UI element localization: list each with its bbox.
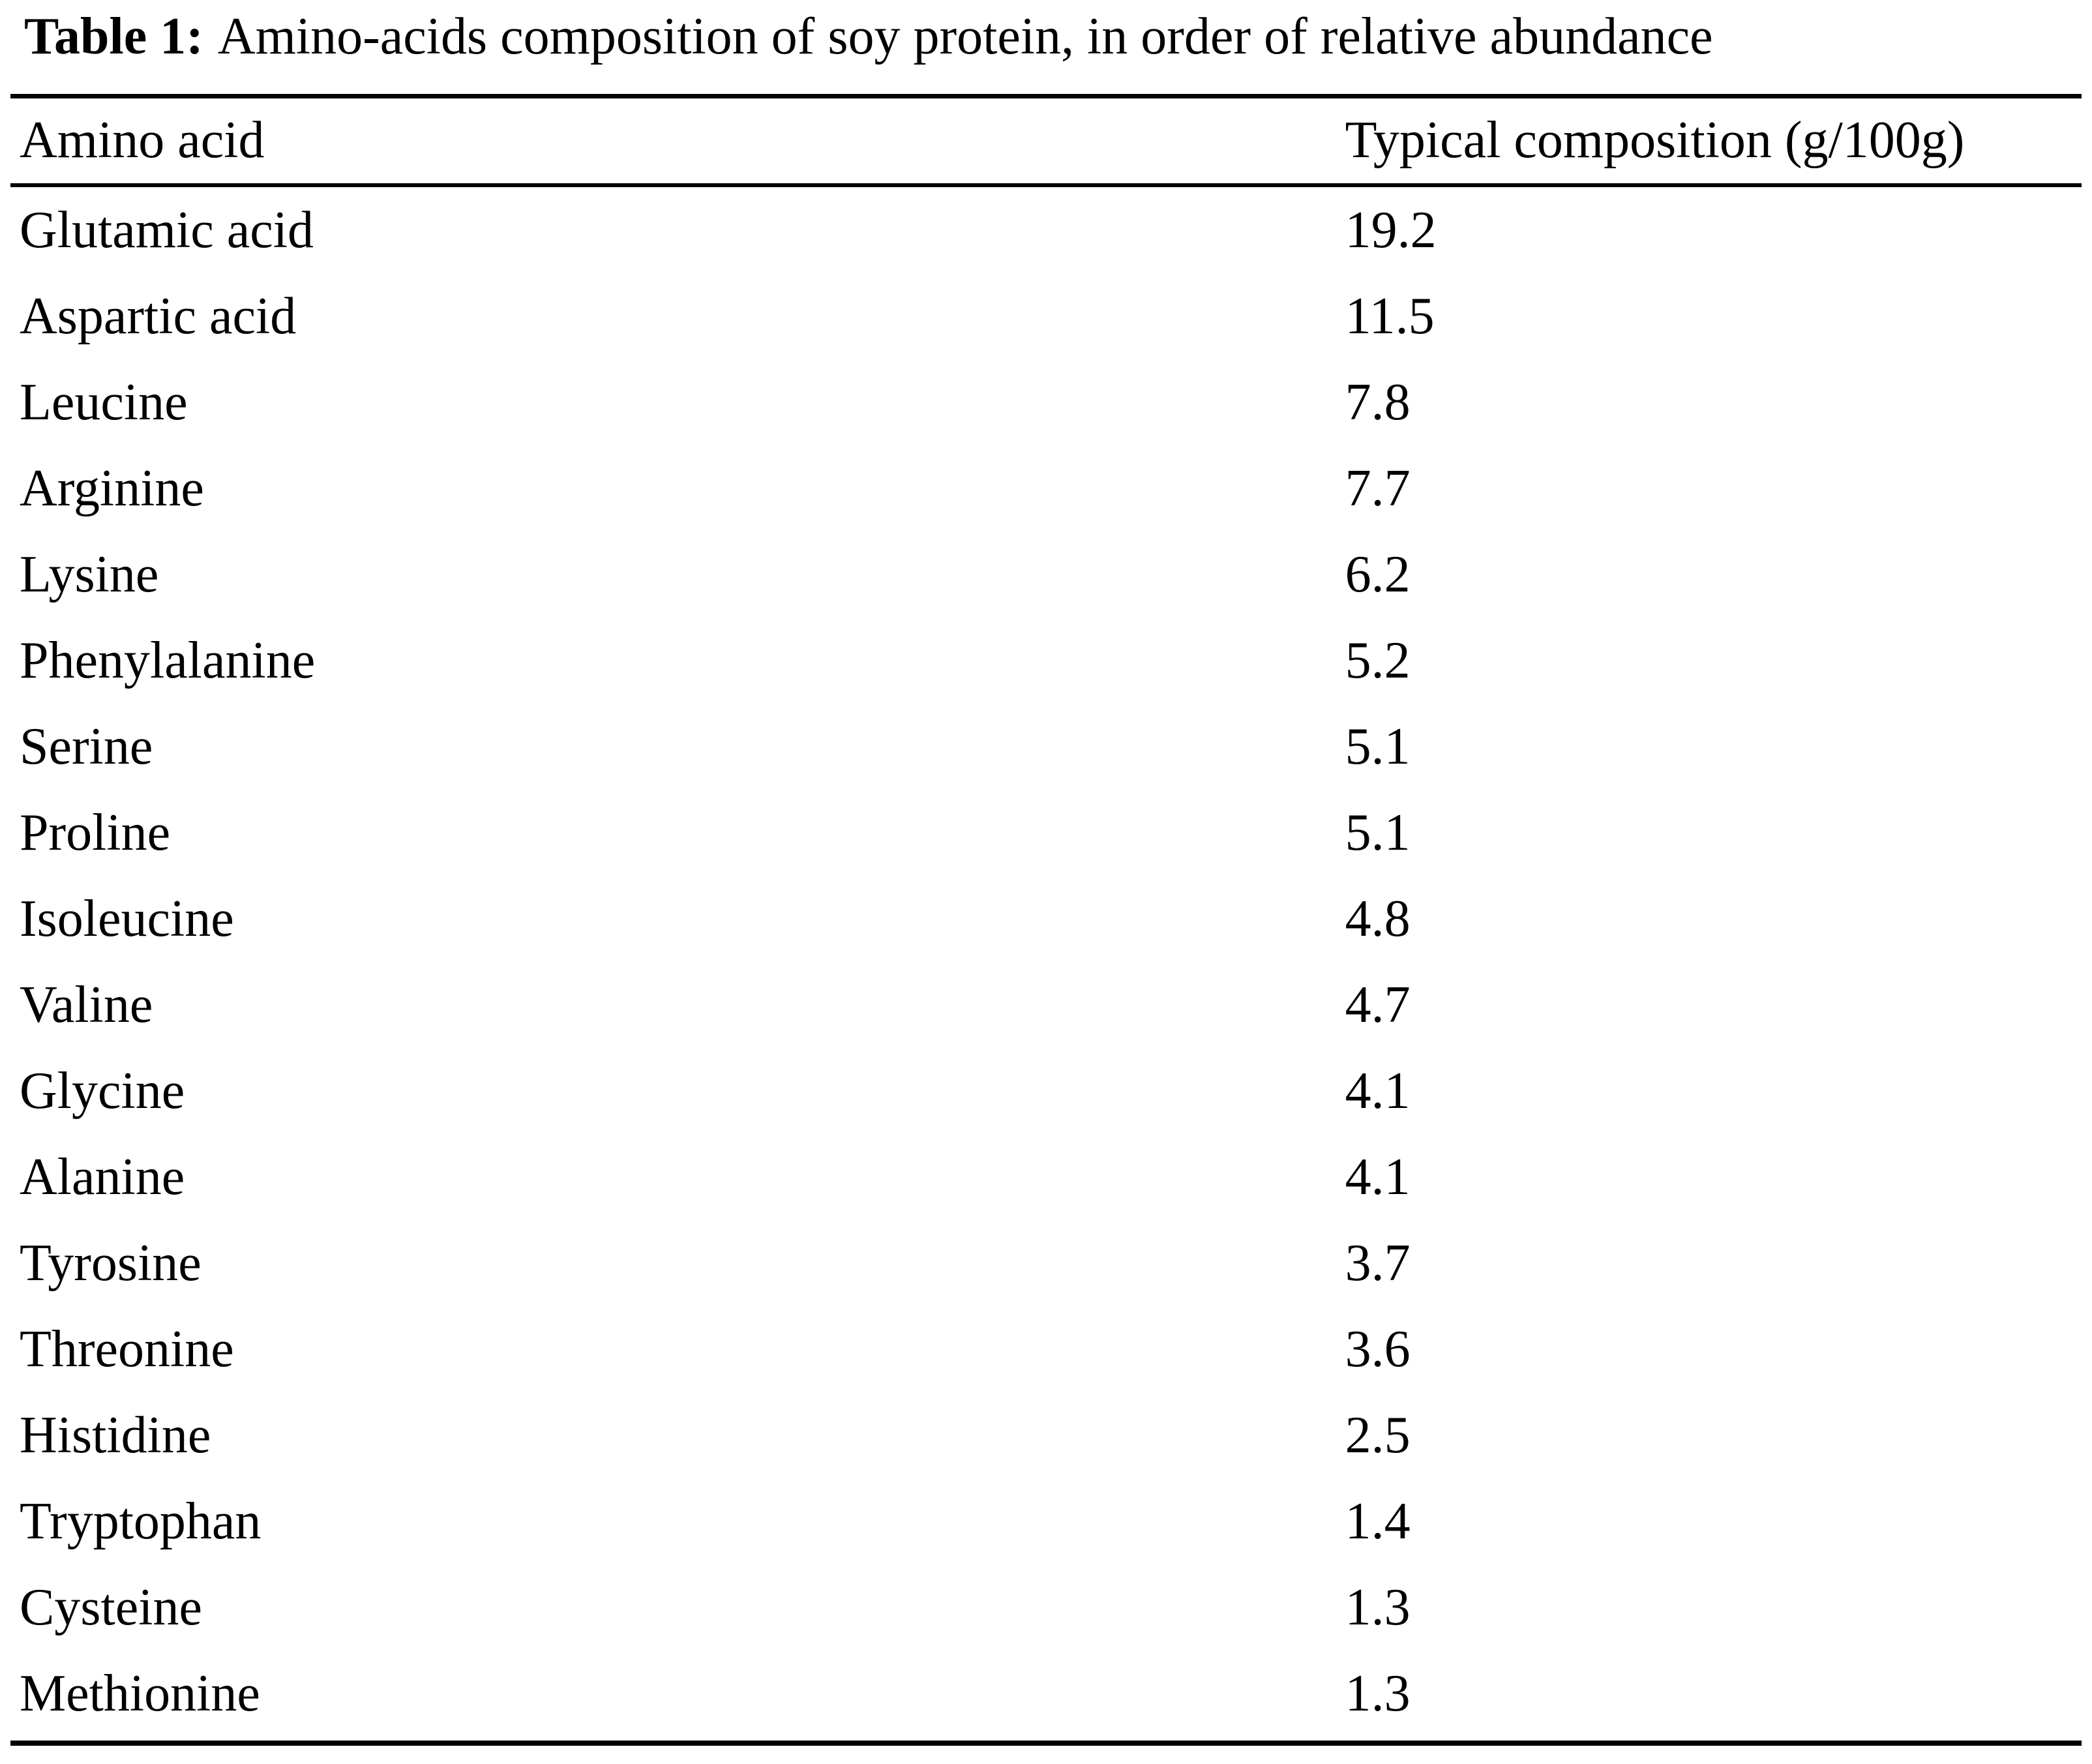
table-row: Isoleucine 4.8 <box>10 876 2082 962</box>
composition-cell: 11.5 <box>1345 287 1435 345</box>
composition-cell: 1.4 <box>1345 1492 1411 1550</box>
amino-acid-cell: Glutamic acid <box>20 201 314 259</box>
composition-cell: 5.2 <box>1345 631 1411 689</box>
table-row: Phenylalanine 5.2 <box>10 618 2082 704</box>
amino-acid-cell: Cysteine <box>20 1578 202 1636</box>
table-row: Cysteine 1.3 <box>10 1564 2082 1651</box>
composition-cell: 7.8 <box>1345 373 1411 431</box>
composition-cell: 5.1 <box>1345 803 1411 861</box>
table-row: Aspartic acid 11.5 <box>10 273 2082 359</box>
table-row: Lysine 6.2 <box>10 531 2082 618</box>
composition-cell: 4.7 <box>1345 976 1411 1034</box>
table-caption-text: Amino-acids composition of soy protein, … <box>217 8 1713 65</box>
column-header-typical-composition: Typical composition (g/100g) <box>1345 96 2082 187</box>
table-row: Tryptophan 1.4 <box>10 1478 2082 1564</box>
amino-acid-cell: Threonine <box>20 1320 234 1378</box>
amino-acid-cell: Leucine <box>20 373 188 431</box>
composition-cell: 4.1 <box>1345 1062 1411 1120</box>
composition-cell: 7.7 <box>1345 459 1411 517</box>
table-row: Glycine 4.1 <box>10 1048 2082 1134</box>
table-row: Histidine 2.5 <box>10 1392 2082 1478</box>
table-row: Proline 5.1 <box>10 790 2082 876</box>
column-header-amino-acid: Amino acid <box>10 96 1345 187</box>
table-caption: Table 1: Amino-acids composition of soy p… <box>0 0 2092 67</box>
amino-acid-cell: Isoleucine <box>20 889 234 948</box>
table-row: Tyrosine 3.7 <box>10 1220 2082 1306</box>
amino-acid-cell: Lysine <box>20 545 159 603</box>
table-row: Arginine 7.7 <box>10 445 2082 531</box>
amino-acid-cell: Phenylalanine <box>20 631 316 689</box>
amino-acid-cell: Proline <box>20 803 171 861</box>
composition-cell: 3.6 <box>1345 1320 1411 1378</box>
table-row: Leucine 7.8 <box>10 359 2082 445</box>
amino-acid-cell: Methionine <box>20 1664 260 1722</box>
amino-acid-table: Amino acid Typical composition (g/100g) … <box>10 93 2082 1746</box>
amino-acid-cell: Serine <box>20 717 153 775</box>
amino-acid-cell: Glycine <box>20 1062 185 1120</box>
composition-cell: 1.3 <box>1345 1578 1411 1636</box>
composition-cell: 2.5 <box>1345 1406 1411 1464</box>
table-body: Glutamic acid 19.2 Aspartic acid 11.5 Leucin… <box>10 185 2082 1743</box>
amino-acid-cell: Tryptophan <box>20 1492 262 1550</box>
table-row: Valine 4.7 <box>10 962 2082 1048</box>
amino-acid-cell: Arginine <box>20 459 204 517</box>
amino-acid-cell: Valine <box>20 976 153 1034</box>
header-row: Amino acid Typical composition (g/100g) <box>10 96 2082 187</box>
table-row: Alanine 4.1 <box>10 1134 2082 1220</box>
table-row: Threonine 3.6 <box>10 1306 2082 1392</box>
composition-cell: 1.3 <box>1345 1664 1411 1722</box>
amino-acid-cell: Histidine <box>20 1406 211 1464</box>
table-row: Glutamic acid 19.2 <box>10 185 2082 273</box>
composition-cell: 19.2 <box>1345 201 1437 259</box>
amino-acid-cell: Tyrosine <box>20 1234 202 1292</box>
amino-acid-cell: Aspartic acid <box>20 287 297 345</box>
table-header: Amino acid Typical composition (g/100g) <box>10 96 2082 187</box>
composition-cell: 6.2 <box>1345 545 1411 603</box>
composition-cell: 3.7 <box>1345 1234 1411 1292</box>
table-row: Serine 5.1 <box>10 704 2082 790</box>
table-row: Methionine 1.3 <box>10 1651 2082 1743</box>
amino-acid-cell: Alanine <box>20 1148 185 1206</box>
composition-cell: 4.8 <box>1345 889 1411 948</box>
composition-cell: 4.1 <box>1345 1148 1411 1206</box>
table-caption-label: Table 1: <box>24 8 203 65</box>
composition-cell: 5.1 <box>1345 717 1411 775</box>
